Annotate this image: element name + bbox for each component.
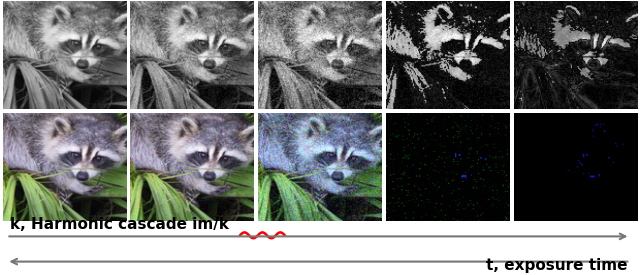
Text: t, exposure time: t, exposure time: [486, 258, 627, 273]
Text: k, Harmonic cascade im/k: k, Harmonic cascade im/k: [10, 217, 228, 232]
